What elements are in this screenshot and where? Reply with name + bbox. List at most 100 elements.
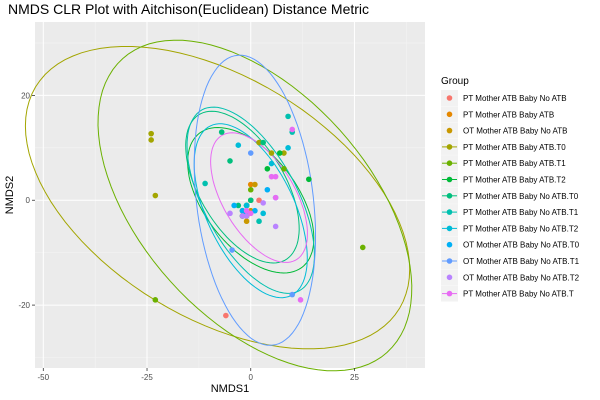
point-pt-mother-atb-baby-atb-t2 [264,165,271,172]
point-pt-mother-atb-baby-no-atb-t [289,126,296,133]
point-pt-mother-atb-baby-no-atb-t1 [285,113,291,120]
point-ot-mother-atb-baby-no-atb-t2 [243,213,250,219]
point-ot-mother-atb-baby-no-atb-t1 [289,291,296,298]
legend-point-key [446,241,453,248]
point-ot-mother-atb-baby-no-atb-t2 [227,210,233,217]
legend-label: PT Mother ATB Baby No ATB.T0 [463,192,579,201]
ellipse-pt-mother-atb-baby-atb-t1 [97,39,413,372]
data-points [148,113,366,319]
point-pt-mother-atb-baby-no-atb [256,197,262,204]
y-tick-label: 0 [26,196,31,205]
point-pt-mother-atb-baby-no-atb-t2 [268,160,275,167]
y-tick-label: -20 [18,301,30,310]
legend-item-pt-mother-atb-baby-no-atb-t0: PT Mother ATB Baby No ATB.T0 [441,187,579,204]
legend-item-ot-mother-atb-baby-no-atb: OT Mother ATB Baby No ATB [441,122,567,139]
legend-item-ot-mother-atb-baby-no-atb-t0: OT Mother ATB Baby No ATB.T0 [441,236,580,253]
chart-title: NMDS CLR Plot with Aitchison(Euclidean) … [8,1,369,17]
legend-point-key [446,274,453,281]
x-tick-label: 0 [249,373,254,382]
legend-item-pt-mother-atb-baby-atb-t0: PT Mother ATB Baby ATB.T0 [441,138,566,155]
point-pt-mother-atb-baby-no-atb-t0 [247,197,254,204]
point-pt-mother-atb-baby-atb-t1 [247,186,254,193]
point-ot-mother-atb-baby-no-atb-t1 [229,247,235,253]
ellipse-ot-mother-atb-baby-no-atb-t1 [193,54,316,346]
legend-item-pt-mother-atb-baby-atb-t2: PT Mother ATB Baby ATB.T2 [441,171,566,188]
point-pt-mother-atb-baby-no-atb-t [247,210,254,217]
point-pt-mother-atb-baby-atb-t1 [281,165,287,172]
x-tick-label: -50 [38,373,50,382]
legend-label: PT Mother ATB Baby No ATB.T2 [463,224,579,233]
point-pt-mother-atb-baby-no-atb-t [272,173,279,180]
legend-point-key [446,209,453,215]
legend-item-pt-mother-atb-baby-no-atb: PT Mother ATB Baby No ATB [441,90,567,106]
legend-item-ot-mother-atb-baby-no-atb-t1: OT Mother ATB Baby No ATB.T1 [441,253,580,269]
legend-point-key [446,258,453,264]
legend-label: OT Mother ATB Baby No ATB.T2 [463,273,580,282]
point-ot-mother-atb-baby-no-atb [243,218,250,225]
point-pt-mother-atb-baby-atb-t0 [148,137,154,143]
major-gridlines [35,22,425,368]
group-ellipses [24,39,413,372]
point-pt-mother-atb-baby-atb-t0 [152,192,159,199]
legend-item-pt-mother-atb-baby-no-atb-t1: PT Mother ATB Baby No ATB.T1 [441,204,579,221]
y-axis-ticks: -20 0 20 [18,91,35,310]
point-ot-mother-atb-baby-no-atb-t0 [264,186,271,193]
point-pt-mother-atb-baby-atb [247,181,254,188]
point-ot-mother-atb-baby-no-atb-t0 [239,207,246,214]
legend-point-key [446,176,453,183]
point-pt-mother-atb-baby-no-atb-t0 [260,139,266,146]
ellipse-pt-mother-atb-baby-no-atb-t0 [185,110,300,264]
x-axis-title: NMDS1 [211,383,250,395]
legend-label: OT Mother ATB Baby No ATB.T0 [463,241,580,250]
point-pt-mother-atb-baby-no-atb-t2 [285,145,291,151]
legend-label: OT Mother ATB Baby No ATB [463,127,567,136]
x-tick-label: -25 [141,373,153,382]
point-pt-mother-atb-baby-no-atb-t0 [235,202,242,209]
legend-point-key [446,160,453,166]
ellipse-pt-mother-atb-baby-no-atb-t [210,132,308,263]
legend-label: PT Mother ATB Baby No ATB.T1 [463,208,579,217]
ellipse-pt-mother-atb-baby-atb-t0 [24,46,411,350]
legend-item-pt-mother-atb-baby-atb: PT Mother ATB Baby ATB [441,106,554,123]
ellipse-pt-mother-atb-baby-no-atb-t1 [186,106,315,294]
ellipse-pt-mother-atb-baby-no-atb-t2 [193,123,308,299]
legend-point-key [446,95,453,101]
legend-label: PT Mother ATB Baby ATB.T0 [463,143,566,152]
x-tick-label: 25 [350,373,359,382]
legend-label: PT Mother ATB Baby No ATB [463,94,567,103]
legend-item-ot-mother-atb-baby-no-atb-t2: OT Mother ATB Baby No ATB.T2 [441,269,580,286]
point-pt-mother-atb-baby-no-atb-t1 [256,218,262,225]
point-pt-mother-atb-baby-no-atb-t1 [202,180,208,187]
legend-point-key [446,290,453,297]
point-ot-mother-atb-baby-no-atb [252,181,258,188]
point-pt-mother-atb-baby-atb-t0 [256,139,262,146]
legend-label: PT Mother ATB Baby ATB.T1 [463,159,566,168]
point-ot-mother-atb-baby-no-atb-t2 [239,213,246,219]
point-pt-mother-atb-baby-no-atb [223,312,229,319]
point-pt-mother-atb-baby-atb-t0 [281,150,287,156]
point-ot-mother-atb-baby-no-atb-t2 [272,223,279,230]
legend-item-pt-mother-atb-baby-no-atb-t2: PT Mother ATB Baby No ATB.T2 [441,220,579,237]
point-pt-mother-atb-baby-atb-t2 [276,150,283,156]
point-ot-mother-atb-baby-no-atb-t2 [260,200,266,206]
point-pt-mother-atb-baby-atb-t1 [152,297,159,303]
legend-label: PT Mother ATB Baby ATB [463,110,554,119]
point-pt-mother-atb-baby-no-atb-t0 [227,158,233,164]
point-ot-mother-atb-baby-no-atb-t0 [252,207,258,214]
point-pt-mother-atb-baby-no-atb-t [297,297,304,303]
point-pt-mother-atb-baby-no-atb-t [268,173,275,180]
point-pt-mother-atb-baby-no-atb-t2 [243,202,250,209]
legend-point-key [446,127,453,134]
plot-panel [35,22,425,368]
point-pt-mother-atb-baby-atb-t2 [306,176,312,183]
y-tick-label: 20 [21,91,30,100]
legend-label: OT Mother ATB Baby No ATB.T1 [463,257,580,266]
legend-title: Group [441,76,469,87]
point-pt-mother-atb-baby-atb-t1 [359,244,366,251]
point-pt-mother-atb-baby-atb-t0 [268,150,275,156]
legend-item-pt-mother-atb-baby-no-atb-t: PT Mother ATB Baby No ATB.T [441,285,574,302]
y-axis-title: NMDS2 [4,176,16,215]
point-pt-mother-atb-baby-no-atb-t [243,207,250,214]
point-pt-mother-atb-baby-atb-t0 [148,130,154,137]
